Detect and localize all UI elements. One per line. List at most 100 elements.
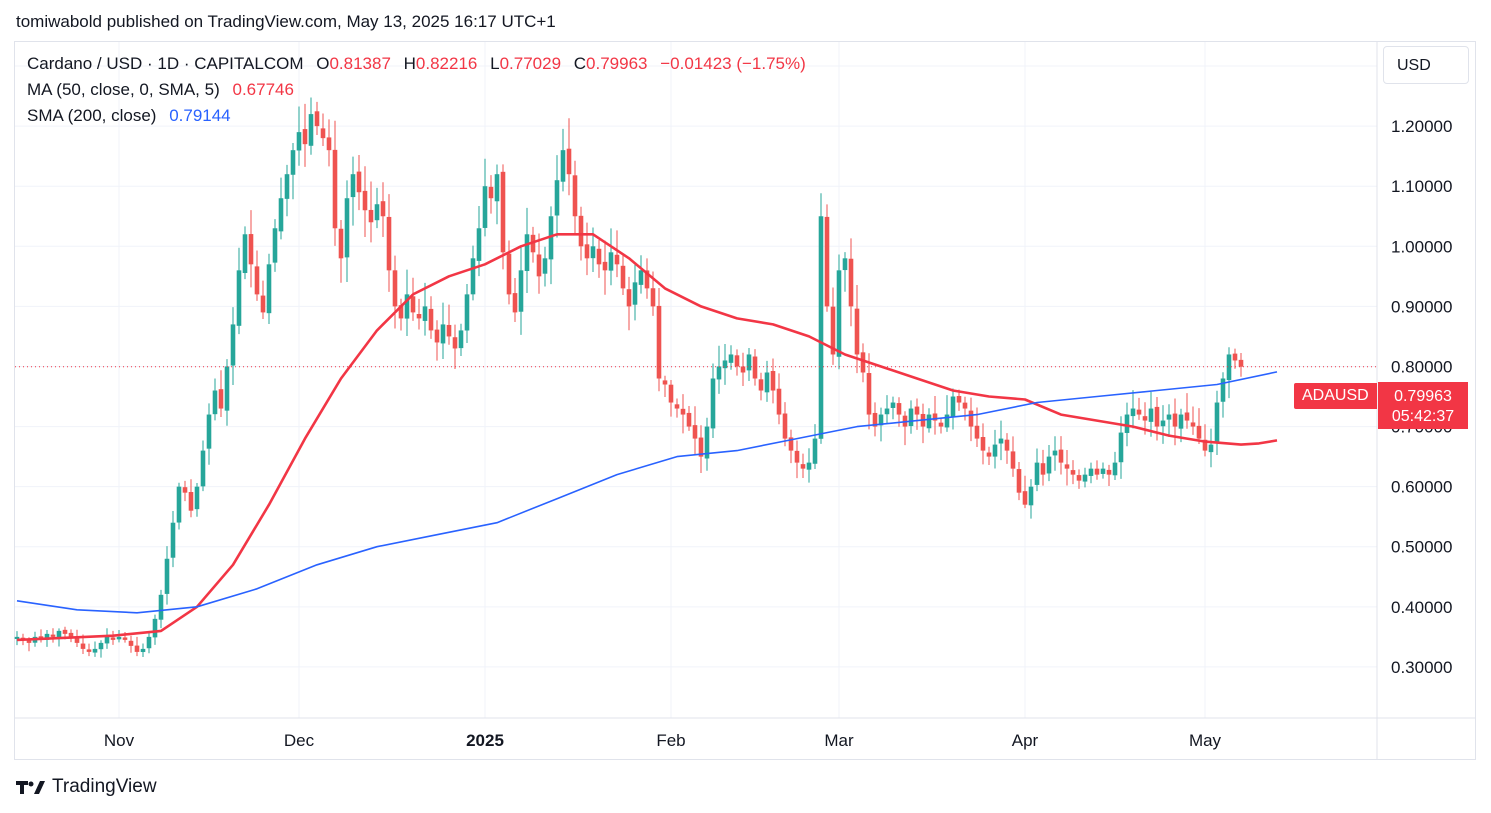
candle-body[interactable] [1058,449,1064,463]
candle-body[interactable] [566,148,572,175]
candle-body[interactable] [482,186,488,228]
candle-body[interactable] [1226,354,1232,381]
candle-body[interactable] [542,258,548,274]
candle-body[interactable] [974,425,980,439]
candle-body[interactable] [1040,463,1046,475]
candle-body[interactable] [1106,469,1112,475]
candle-body[interactable] [242,234,248,274]
candle-body[interactable] [260,295,266,313]
candle-body[interactable] [686,412,692,427]
candle-body[interactable] [620,265,626,289]
candle-body[interactable] [992,444,998,457]
candle-body[interactable] [1130,408,1136,417]
candle-body[interactable] [512,293,518,313]
candle-body[interactable] [800,464,806,469]
candle-body[interactable] [74,636,80,643]
candle-body[interactable] [332,149,338,229]
candle-body[interactable] [908,408,914,427]
candle-body[interactable] [830,306,836,355]
candle-body[interactable] [638,270,644,285]
candle-body[interactable] [662,380,668,385]
currency-button[interactable]: USD [1383,46,1469,84]
candle-body[interactable] [308,114,314,146]
candle-body[interactable] [1064,464,1070,469]
candle-body[interactable] [884,408,890,415]
candle-body[interactable] [518,270,524,312]
candle-body[interactable] [98,642,104,650]
candle-body[interactable] [734,355,740,367]
candle-body[interactable] [182,487,188,493]
candle-body[interactable] [1076,475,1082,481]
candle-body[interactable] [1178,414,1184,429]
candle-body[interactable] [614,254,620,265]
candle-body[interactable] [932,413,938,421]
candle-body[interactable] [416,314,422,319]
candle-body[interactable] [1082,474,1088,482]
candle-body[interactable] [1232,353,1238,361]
candle-body[interactable] [716,366,722,380]
candle-body[interactable] [80,643,86,649]
candle-body[interactable] [140,648,146,653]
candle-body[interactable] [1118,432,1124,463]
candle-body[interactable] [254,266,260,295]
candle-body[interactable] [698,437,704,457]
candle-body[interactable] [476,228,482,261]
candle-body[interactable] [188,492,194,511]
candle-body[interactable] [86,649,92,652]
candle-body[interactable] [110,637,116,640]
candle-body[interactable] [722,360,728,369]
candle-body[interactable] [818,216,824,439]
candle-body[interactable] [770,370,776,391]
candle-body[interactable] [740,366,746,373]
candle-body[interactable] [926,414,932,429]
candle-body[interactable] [128,640,134,646]
candle-body[interactable] [122,637,128,640]
candle-body[interactable] [392,270,398,307]
candle-body[interactable] [14,636,20,639]
candle-body[interactable] [158,594,164,620]
candle-body[interactable] [854,308,860,355]
candle-body[interactable] [962,402,968,409]
candle-body[interactable] [1094,468,1100,475]
candle-body[interactable] [1052,450,1058,456]
candle-body[interactable] [1184,412,1190,421]
candle-body[interactable] [284,174,290,199]
candle-body[interactable] [842,258,848,271]
candle-body[interactable] [626,289,632,307]
candle-body[interactable] [668,384,674,403]
candle-body[interactable] [494,174,500,202]
candle-body[interactable] [590,246,596,259]
candle-body[interactable] [758,379,764,391]
candle-body[interactable] [386,216,392,271]
candle-body[interactable] [266,264,272,314]
candle-body[interactable] [1160,420,1166,427]
candle-body[interactable] [296,132,302,151]
candle-body[interactable] [866,373,872,415]
candle-body[interactable] [1208,444,1214,453]
candle-body[interactable] [608,252,614,271]
candle-body[interactable] [728,354,734,363]
candle-body[interactable] [326,137,332,151]
candle-body[interactable] [506,253,512,295]
candle-body[interactable] [470,258,476,295]
candle-body[interactable] [524,234,530,272]
sma200-line[interactable] [16,371,1278,614]
candle-body[interactable] [1034,462,1040,485]
candle-body[interactable] [320,128,326,139]
candle-body[interactable] [224,366,230,411]
candle-body[interactable] [632,282,638,305]
candle-body[interactable] [680,408,686,415]
candle-body[interactable] [194,486,200,510]
candle-body[interactable] [578,215,584,247]
candle-body[interactable] [356,171,362,193]
candle-body[interactable] [812,438,818,464]
candle-body[interactable] [572,175,578,217]
candle-body[interactable] [236,270,242,326]
candle-body[interactable] [782,413,788,439]
candle-body[interactable] [938,422,944,427]
candle-body[interactable] [1100,468,1106,474]
candle-body[interactable] [1010,451,1016,469]
candle-body[interactable] [584,244,590,259]
candle-body[interactable] [1124,414,1130,433]
candle-body[interactable] [362,190,368,211]
